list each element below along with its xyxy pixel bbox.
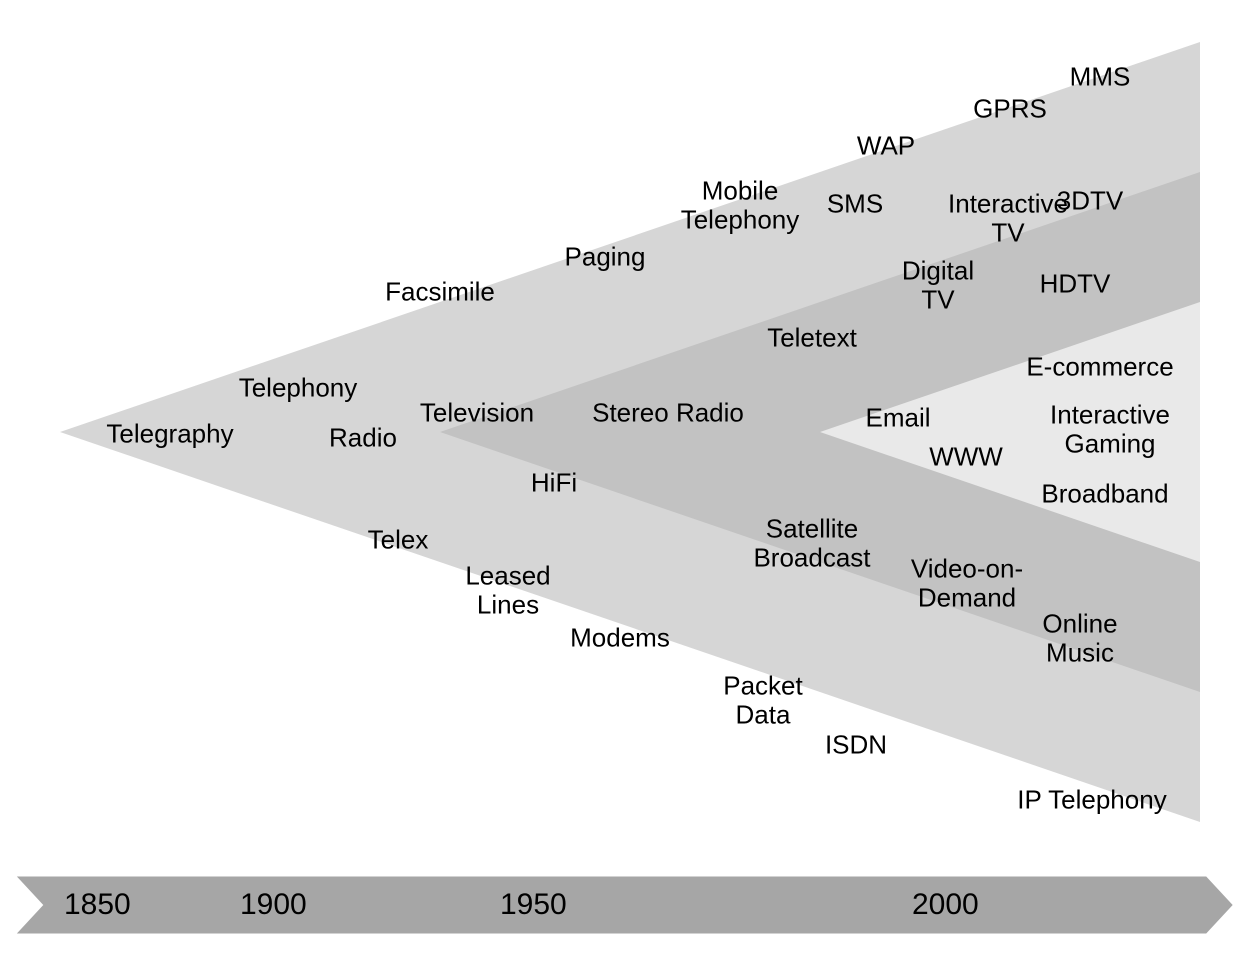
tech-label: Telex <box>368 526 429 555</box>
tech-label: HDTV <box>1040 270 1111 299</box>
tech-label: Online Music <box>1042 609 1117 666</box>
tech-label: Interactive Gaming <box>1050 400 1170 457</box>
tech-label: Satellite Broadcast <box>753 514 870 571</box>
tech-label: Facsimile <box>385 278 495 307</box>
tech-label: SMS <box>827 190 883 219</box>
tech-label: Video-on- Demand <box>911 554 1023 611</box>
tech-label: MMS <box>1070 63 1131 92</box>
tech-label: WAP <box>857 132 915 161</box>
tech-label: HiFi <box>531 469 577 498</box>
tech-label: Telephony <box>239 374 358 403</box>
timeline-arrow <box>18 877 1232 933</box>
tech-label: Teletext <box>767 324 857 353</box>
tech-label: Radio <box>329 424 397 453</box>
tech-label: IP Telephony <box>1017 786 1166 815</box>
tech-label: Paging <box>565 243 646 272</box>
diagram-canvas: TelegraphyTelephony Radio Telex Facsimile Te… <box>0 0 1249 958</box>
timeline-tick-label: 1900 <box>240 888 307 922</box>
timeline-tick-label: 2000 <box>912 888 979 922</box>
timeline-tick-label: 1950 <box>500 888 567 922</box>
tech-label: E-commerce <box>1026 353 1173 382</box>
tech-label: GPRS <box>973 95 1047 124</box>
tech-label: WWW <box>929 443 1003 472</box>
tech-label: Interactive TV <box>948 189 1068 246</box>
tech-label: Television <box>420 399 534 428</box>
tech-label: Stereo Radio <box>592 399 744 428</box>
tech-label: Packet Data <box>723 671 803 728</box>
tech-label: Leased Lines <box>465 561 550 618</box>
tech-label: Modems <box>570 624 670 653</box>
tech-label: Broadband <box>1041 480 1168 509</box>
tech-label: 3DTV <box>1057 187 1123 216</box>
tech-label: Email <box>865 404 930 433</box>
tech-label: Telegraphy <box>106 420 233 449</box>
timeline-tick-label: 1850 <box>64 888 131 922</box>
tech-label: Digital TV <box>902 256 974 313</box>
tech-label: Mobile Telephony <box>681 176 800 233</box>
tech-label: ISDN <box>825 731 887 760</box>
